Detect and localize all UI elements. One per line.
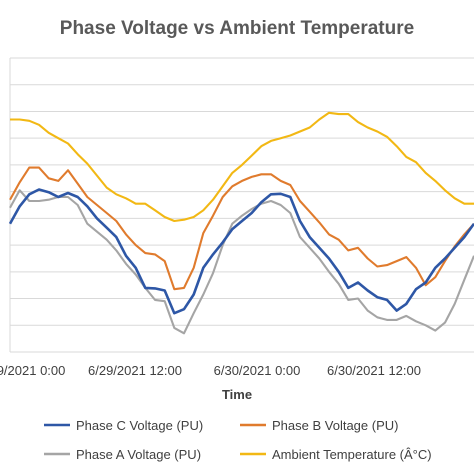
x-tick-label: 6/29/2021 12:00 [88,363,182,378]
series-line-2 [9,166,474,291]
x-tick-labels: 6/29/2021 0:00 6/29/2021 12:00 6/30/2021 0… [0,363,421,378]
x-axis-title: Time [222,387,252,402]
series-line-4 [10,111,474,223]
legend-label: Phase A Voltage (PU) [76,447,201,462]
legend: Phase C Voltage (PU) Phase B Voltage (PU)… [44,418,432,462]
series-lines [8,111,474,335]
legend-label: Phase C Voltage (PU) [76,418,203,433]
x-tick-label: 6/29/2021 0:00 [0,363,65,378]
legend-label: Phase B Voltage (PU) [272,418,398,433]
x-tick-label: 6/30/2021 12:00 [327,363,421,378]
chart-title: Phase Voltage vs Ambient Temperature [60,18,414,39]
x-tick-label: 6/30/2021 0:00 [214,363,301,378]
series-line-3 [9,189,474,335]
series-line-1 [8,188,474,315]
legend-label: Ambient Temperature (Â°C) [272,447,432,462]
